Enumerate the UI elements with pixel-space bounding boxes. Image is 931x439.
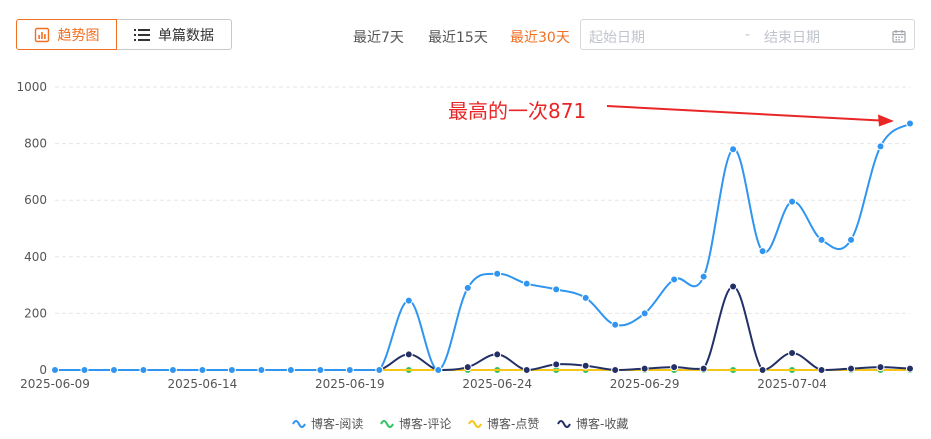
date-range-picker[interactable]: 起始日期 - 结束日期 [580, 19, 915, 50]
toolbar: 趋势图 单篇数据 最近7天 最近15天 最近30天 起始日期 - 结束日期 [0, 0, 931, 66]
data-point-collect [404, 350, 413, 359]
legend-item[interactable]: 博客-评论 [380, 416, 451, 431]
single-article-button[interactable]: 单篇数据 [117, 19, 232, 50]
y-tick-label: 1000 [16, 80, 47, 94]
data-point-read [80, 366, 89, 374]
data-point-read [375, 366, 384, 374]
data-point-collect [552, 360, 561, 369]
data-point-read [463, 283, 472, 292]
data-point-collect [758, 366, 767, 374]
data-point-read [758, 247, 767, 256]
series-line-read [54, 122, 911, 372]
y-tick-label: 800 [24, 137, 47, 151]
data-point-read [788, 197, 797, 206]
data-point-read [257, 366, 266, 374]
y-tick-label: 600 [24, 193, 47, 207]
data-point-read [552, 285, 561, 294]
x-tick-label: 2025-06-14 [168, 377, 238, 391]
legend-label: 博客-点赞 [487, 416, 539, 431]
list-icon [134, 28, 150, 42]
data-point-read [493, 269, 502, 278]
data-point-collect [493, 350, 502, 359]
data-point-collect [581, 361, 590, 370]
x-tick-label: 2025-07-04 [757, 377, 827, 391]
annotation-arrowhead [878, 114, 894, 127]
legend-item[interactable]: 博客-阅读 [292, 416, 363, 431]
x-tick-label: 2025-06-29 [610, 377, 680, 391]
data-point-read [876, 142, 885, 151]
data-point-read [581, 293, 590, 302]
data-point-read [906, 119, 914, 128]
legend-item[interactable]: 博客-收藏 [557, 416, 628, 431]
legend-item[interactable]: 博客-点赞 [468, 416, 539, 431]
bar-chart-icon [34, 27, 50, 43]
data-point-read [227, 366, 236, 374]
view-toggle: 趋势图 单篇数据 [16, 19, 232, 50]
data-point-read [168, 366, 177, 374]
data-point-read [198, 366, 207, 374]
legend-swatch [292, 420, 306, 428]
data-point-read [847, 235, 856, 244]
series-line-collect [54, 285, 911, 372]
range-7-days[interactable]: 最近7天 [353, 30, 404, 46]
calendar-icon[interactable] [892, 28, 906, 47]
data-point-read [286, 366, 295, 374]
data-point-read [699, 272, 708, 281]
annotation-text: 最高的一次871 [448, 99, 586, 123]
data-point-collect [847, 364, 856, 373]
legend-swatch [468, 420, 482, 428]
data-point-read [316, 366, 325, 374]
x-tick-label: 2025-06-19 [315, 377, 385, 391]
data-point-collect [729, 282, 738, 291]
legend-swatch [557, 420, 571, 428]
legend-label: 博客-阅读 [311, 416, 363, 431]
data-point-read [139, 366, 148, 374]
trend-chart-label: 趋势图 [57, 27, 100, 44]
range-30-days[interactable]: 最近30天 [510, 30, 570, 46]
start-date-input[interactable]: 起始日期 [589, 30, 645, 46]
data-point-read [670, 275, 679, 284]
y-tick-label: 400 [24, 250, 47, 264]
trend-chart-button[interactable]: 趋势图 [16, 19, 117, 50]
data-point-read [817, 235, 826, 244]
data-point-read [109, 366, 118, 374]
data-point-collect [463, 363, 472, 372]
data-point-collect [640, 364, 649, 373]
data-point-collect [611, 366, 620, 374]
legend-swatch [380, 420, 394, 428]
data-point-read [640, 309, 649, 318]
data-point-read [345, 366, 354, 374]
data-point-collect [670, 363, 679, 372]
annotation-arrow-line [606, 105, 881, 122]
trend-line-chart: 0 200 400 600 800 1000 2025-06-09 2025-06-14 202… [16, 80, 914, 431]
data-point-read [51, 366, 59, 374]
data-point-collect [699, 364, 708, 373]
y-tick-label: 200 [24, 306, 47, 320]
x-tick-label: 2025-06-24 [462, 377, 532, 391]
data-point-read [522, 279, 531, 288]
single-article-label: 单篇数据 [158, 27, 214, 44]
range-15-days[interactable]: 最近15天 [428, 30, 488, 46]
data-point-collect [906, 364, 914, 373]
data-point-read [729, 145, 738, 154]
data-point-collect [788, 349, 797, 358]
x-tick-label: 2025-06-09 [20, 377, 90, 391]
data-point-read [404, 296, 413, 305]
legend-label: 博客-评论 [399, 416, 451, 431]
end-date-input[interactable]: 结束日期 [764, 30, 820, 46]
data-point-collect [876, 363, 885, 372]
y-tick-label: 0 [39, 363, 47, 377]
legend-label: 博客-收藏 [576, 416, 628, 431]
data-point-read [434, 366, 443, 374]
data-point-collect [522, 366, 531, 374]
data-point-collect [817, 366, 826, 374]
data-point-read [611, 320, 620, 329]
date-separator: - [745, 27, 751, 43]
